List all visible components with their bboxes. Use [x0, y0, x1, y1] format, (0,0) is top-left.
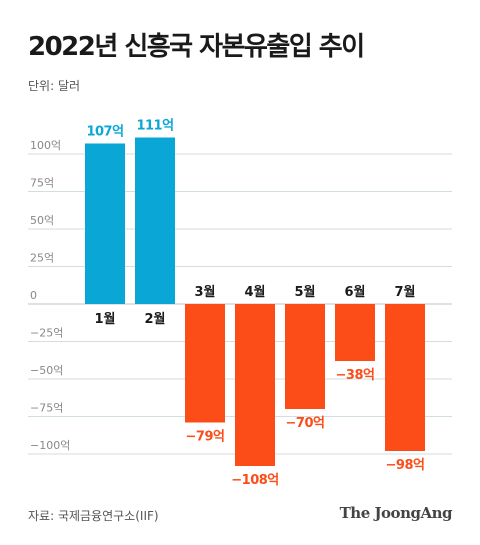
brand-logo: The JoongAng — [339, 504, 453, 522]
y-tick-label: −50억 — [30, 364, 63, 377]
x-tick-label: 2월 — [144, 311, 165, 327]
y-tick-label: 100억 — [30, 139, 61, 152]
data-label: 111억 — [136, 119, 173, 134]
y-tick-label: 25억 — [30, 252, 54, 265]
x-tick-label: 3월 — [194, 284, 215, 300]
x-tick-label: 4월 — [244, 284, 265, 300]
data-label: −70억 — [286, 416, 325, 431]
bar — [185, 304, 225, 423]
bar — [285, 304, 325, 409]
data-label: −98억 — [386, 458, 425, 473]
bar — [235, 304, 275, 466]
bar — [85, 143, 125, 304]
bar — [385, 304, 425, 451]
data-label: −38억 — [336, 368, 375, 383]
x-tick-label: 7월 — [394, 284, 415, 300]
x-tick-label: 5월 — [294, 284, 315, 300]
bar — [135, 137, 175, 304]
y-tick-label: 50억 — [30, 214, 54, 227]
data-label: 107억 — [86, 125, 123, 140]
source-note: 자료: 국제금융연구소(IIF) — [28, 509, 159, 523]
y-tick-label: −100억 — [30, 439, 70, 452]
x-tick-label: 1월 — [94, 311, 115, 327]
data-label: −79억 — [186, 430, 225, 445]
chart-title: 2022년 신흥국 자본유출입 추이 — [28, 32, 365, 62]
y-tick-label: −75억 — [30, 402, 63, 415]
unit-label: 단위: 달러 — [28, 79, 81, 93]
y-tick-label: 0 — [30, 289, 37, 302]
y-tick-label: 75억 — [30, 177, 54, 190]
y-tick-label: −25억 — [30, 327, 63, 340]
data-label: −108억 — [231, 473, 279, 488]
bar — [335, 304, 375, 361]
x-tick-label: 6월 — [344, 284, 365, 300]
